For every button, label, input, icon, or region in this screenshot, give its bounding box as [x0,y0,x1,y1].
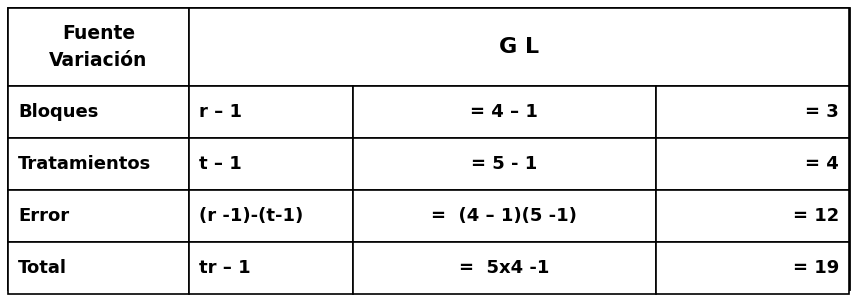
Text: Total: Total [18,259,67,277]
Bar [656,138,849,190]
Text: = 5 - 1: = 5 - 1 [471,155,537,173]
Text: = 4 – 1: = 4 – 1 [470,103,538,121]
Text: tr – 1: tr – 1 [199,259,250,277]
Bar [353,242,656,294]
Bar [8,138,189,190]
Text: Fuente
Variación: Fuente Variación [49,24,147,70]
Text: = 12: = 12 [793,207,839,225]
Text: Tratamientos: Tratamientos [18,155,151,173]
Bar [353,138,656,190]
Text: = 19: = 19 [793,259,839,277]
Text: =  5x4 -1: = 5x4 -1 [459,259,549,277]
Text: t – 1: t – 1 [199,155,242,173]
Text: = 3: = 3 [806,103,839,121]
Bar [353,190,656,242]
Bar [8,86,189,138]
Text: G L: G L [499,37,539,57]
Bar [8,190,189,242]
Bar [189,138,353,190]
Bar [189,190,353,242]
Bar [189,242,353,294]
Bar [656,86,849,138]
Text: =  (4 – 1)(5 -1): = (4 – 1)(5 -1) [431,207,577,225]
Text: r – 1: r – 1 [199,103,242,121]
Text: (r -1)-(t-1): (r -1)-(t-1) [199,207,303,225]
Bar [189,8,849,86]
Bar [353,86,656,138]
Bar [8,8,189,86]
Text: Bloques: Bloques [18,103,99,121]
Bar [656,190,849,242]
Bar [8,242,189,294]
Text: = 4: = 4 [806,155,839,173]
Bar [189,86,353,138]
Text: Error: Error [18,207,69,225]
Bar [656,242,849,294]
